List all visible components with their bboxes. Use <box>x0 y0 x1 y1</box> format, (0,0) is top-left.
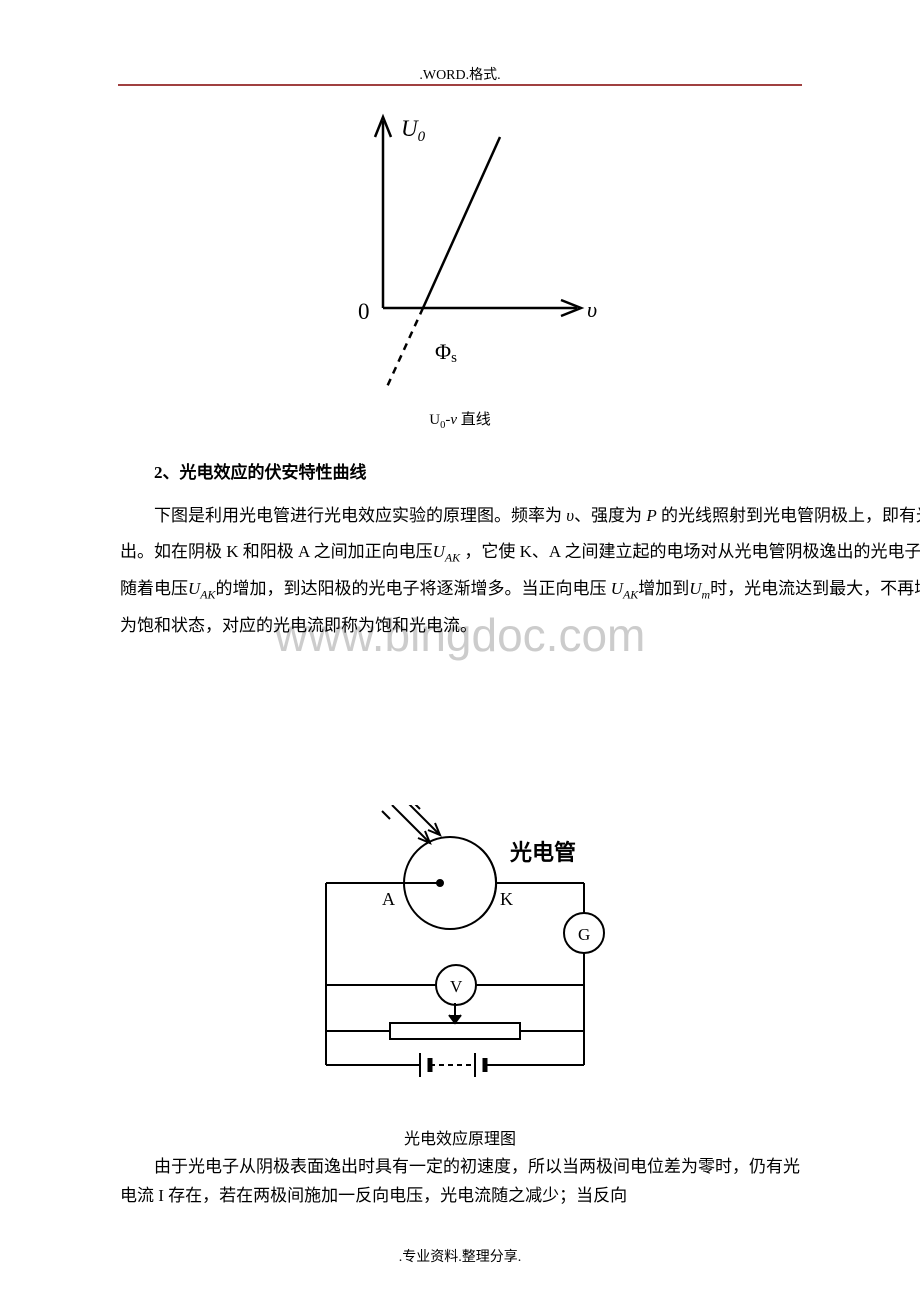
y-axis-label: U0 <box>401 116 426 145</box>
p1e: 的增加，到达阳极的光电子将逐渐增多。当正向电压 <box>215 579 610 598</box>
p1b: 、强度为 <box>574 506 646 525</box>
x-axis-label: υ <box>587 297 597 322</box>
p1a: 下图是利用光电管进行光电效应实验的原理图。频率为 <box>154 506 566 525</box>
g-label: G <box>578 925 590 944</box>
section2-content: 2、光电效应的伏安特性曲线 下图是利用光电管进行光电效应实验的原理图。频率为 υ… <box>120 455 920 645</box>
chart1-svg: U0 0 υ Φs <box>305 103 615 398</box>
rheostat-rect <box>390 1023 520 1039</box>
chart1-svg-wrapper: U0 0 υ Φs <box>0 103 920 398</box>
phi-label: Φs <box>435 339 457 366</box>
circuit-caption: 光电效应原理图 <box>0 1125 920 1149</box>
header-rule <box>118 84 802 86</box>
circuit-svg: 光电管 A K G V <box>290 805 630 1125</box>
header-text: .WORD.格式. <box>419 68 500 83</box>
anode-dot <box>437 880 443 886</box>
v-label: V <box>450 977 463 996</box>
light-arrows-icon <box>382 805 440 843</box>
chart-u0-nu: U0 0 υ Φs U0-ν 直线 <box>0 103 920 431</box>
nu-var: υ <box>566 506 574 525</box>
data-line-dashed <box>386 308 423 389</box>
slider-arrow <box>449 1015 461 1023</box>
origin-label: 0 <box>358 299 370 324</box>
uak1: UAK <box>433 542 460 561</box>
phototube-label: 光电管 <box>509 840 576 865</box>
last-paragraph: 由于光电子从阴极表面逸出时具有一定的初速度，所以当两极间电位差为零时，仍有光电流… <box>120 1153 800 1211</box>
chart1-caption: U0-ν 直线 <box>0 408 920 431</box>
p-var: P <box>646 506 656 525</box>
circuit-svg-wrapper: 光电管 A K G V <box>0 805 920 1125</box>
circuit-diagram: 光电管 A K G V 光电效应原理图 <box>0 805 920 1149</box>
page-footer: .专业资料.整理分享. <box>0 1246 920 1266</box>
p1f: 增加到 <box>638 579 689 598</box>
uak2: UAK <box>188 579 215 598</box>
page-header: .WORD.格式. <box>0 64 920 84</box>
section2-para1: 下图是利用光电管进行光电效应实验的原理图。频率为 υ、强度为 P 的光线照射到光… <box>120 498 920 645</box>
section2-title: 2、光电效应的伏安特性曲线 <box>120 455 920 492</box>
footer-text: .专业资料.整理分享. <box>399 1250 522 1265</box>
last-para-text: 由于光电子从阴极表面逸出时具有一定的初速度，所以当两极间电位差为零时，仍有光电流… <box>120 1153 800 1211</box>
um: Um <box>689 579 710 598</box>
data-line-solid <box>423 137 500 308</box>
a-label: A <box>382 889 395 909</box>
k-label: K <box>500 889 513 909</box>
uak3: UAK <box>611 579 638 598</box>
